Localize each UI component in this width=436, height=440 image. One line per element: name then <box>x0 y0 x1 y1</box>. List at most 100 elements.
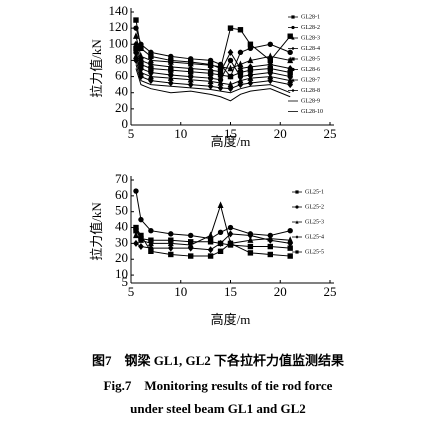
marker <box>168 231 174 237</box>
series-line <box>135 68 291 102</box>
marker <box>168 251 174 258</box>
series-line <box>135 64 291 94</box>
marker <box>217 84 224 92</box>
marker <box>227 224 234 231</box>
series-line <box>135 191 291 240</box>
y-tick-label: 80 <box>115 51 128 66</box>
x-tick-label: 5 <box>128 126 135 141</box>
marker <box>227 73 234 80</box>
legend-marker <box>295 235 299 239</box>
marker <box>133 228 139 234</box>
marker <box>247 236 254 243</box>
marker <box>237 27 244 33</box>
marker <box>287 33 293 39</box>
marker <box>247 231 254 239</box>
y-tick-label: 40 <box>115 84 128 99</box>
legend-marker <box>291 46 295 51</box>
marker <box>227 48 234 56</box>
marker <box>133 239 139 247</box>
legend-label: GL25-1 <box>305 189 324 195</box>
legend-marker <box>295 250 299 254</box>
marker <box>148 77 154 85</box>
marker <box>168 237 174 243</box>
marker <box>187 244 194 252</box>
legend-label: GL28-4 <box>301 46 320 52</box>
y-tick-label: 40 <box>115 219 128 234</box>
legend-marker <box>295 190 299 194</box>
legend-marker <box>295 205 299 209</box>
marker <box>247 45 254 52</box>
marker <box>207 231 214 239</box>
marker <box>287 49 293 56</box>
marker <box>168 53 174 60</box>
x-tick-label: 25 <box>324 284 337 299</box>
legend-marker <box>291 36 295 40</box>
marker <box>207 246 214 254</box>
marker <box>247 56 254 64</box>
x-axis-label: 高度/m <box>211 134 251 149</box>
marker <box>247 243 254 250</box>
y-tick-label: 120 <box>109 19 129 34</box>
marker <box>287 245 293 251</box>
legend-label: GL25-5 <box>305 249 324 255</box>
marker <box>237 81 244 89</box>
marker <box>287 56 294 64</box>
marker <box>217 240 224 247</box>
legend-label: GL28-8 <box>301 88 320 94</box>
legend-marker <box>291 25 295 30</box>
legend-marker <box>291 88 295 93</box>
y-tick-label: 70 <box>115 171 128 186</box>
marker <box>148 237 154 243</box>
marker <box>287 81 294 89</box>
marker <box>133 25 139 31</box>
marker <box>287 253 293 259</box>
y-tick-label: 5 <box>122 274 129 289</box>
x-tick-label: 5 <box>128 284 135 299</box>
marker <box>227 64 234 72</box>
legend-marker <box>291 15 295 19</box>
x-tick-label: 10 <box>174 126 187 141</box>
y-tick-label: 60 <box>115 187 128 202</box>
legend-label: GL25-3 <box>305 219 324 225</box>
legend-label: GL28-3 <box>301 35 320 41</box>
marker <box>247 79 254 87</box>
x-axis-label: 高度/m <box>211 312 251 327</box>
marker <box>133 17 139 23</box>
marker <box>287 228 293 234</box>
marker <box>188 253 194 259</box>
marker <box>227 242 234 248</box>
marker <box>148 228 154 234</box>
x-tick-label: 20 <box>274 284 287 299</box>
y-tick-label: 20 <box>115 100 128 115</box>
legend-marker <box>291 78 295 82</box>
legend-label: GL28-5 <box>301 56 320 62</box>
y-tick-label: 10 <box>115 266 128 281</box>
legend-label: GL28-10 <box>301 109 323 115</box>
marker <box>133 188 139 194</box>
marker <box>247 250 254 256</box>
y-tick-label: 20 <box>115 250 128 265</box>
legend-label: GL28-7 <box>301 77 320 83</box>
caption-en: Fig.7 Monitoring results of tie rod forc… <box>104 378 333 393</box>
marker <box>267 243 274 250</box>
x-tick-label: 25 <box>324 126 337 141</box>
marker <box>267 41 273 47</box>
marker <box>267 236 274 244</box>
marker <box>188 239 194 245</box>
legend-label: GL25-4 <box>305 234 324 240</box>
y-axis-label: 拉力值/kN <box>89 202 104 261</box>
marker <box>188 69 194 75</box>
legend-label: GL25-2 <box>305 204 324 210</box>
marker <box>188 232 194 239</box>
marker <box>133 32 139 39</box>
legend-label: GL28-9 <box>301 98 320 104</box>
y-tick-label: 50 <box>115 203 128 218</box>
marker <box>267 77 274 85</box>
marker <box>217 248 224 255</box>
marker <box>227 57 234 64</box>
legend-label: GL28-2 <box>301 25 320 31</box>
y-tick-label: 60 <box>115 68 128 83</box>
series-line <box>135 36 291 70</box>
marker <box>148 49 154 56</box>
